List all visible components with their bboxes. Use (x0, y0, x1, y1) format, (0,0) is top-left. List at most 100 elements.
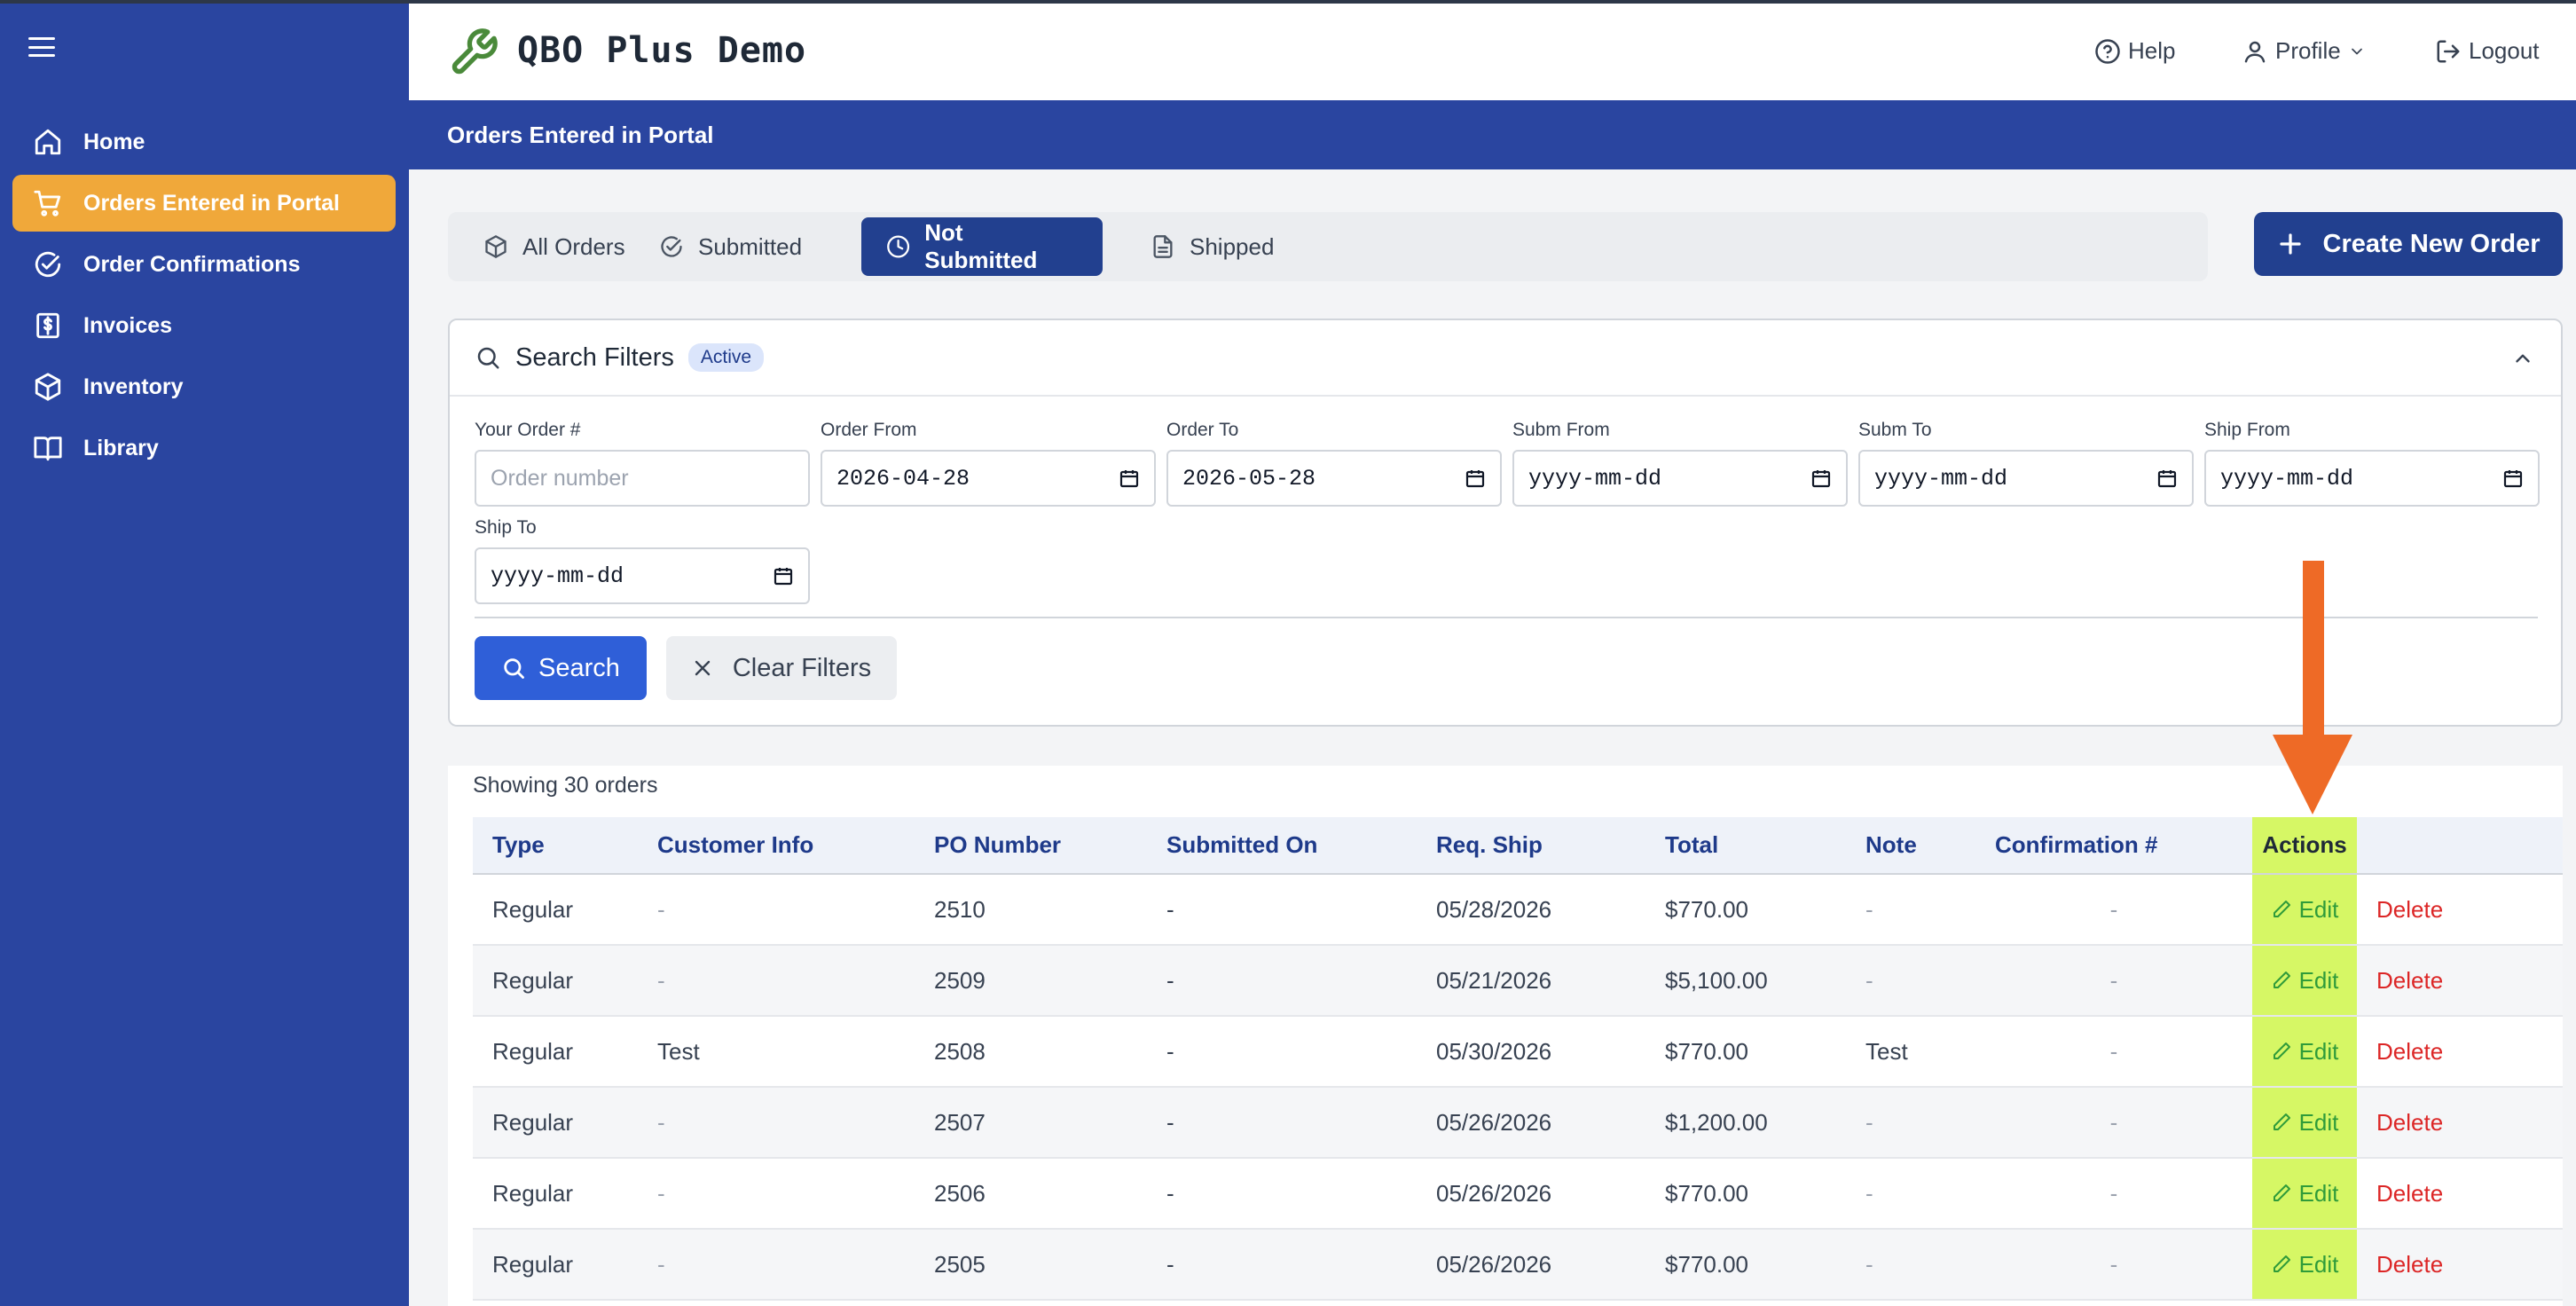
sidebar-item-inventory[interactable]: Inventory (12, 358, 396, 415)
edit-link[interactable]: Edit (2252, 1251, 2357, 1278)
edit-label: Edit (2298, 1108, 2339, 1136)
column-header[interactable]: Total (1645, 817, 1846, 875)
cell-total: $770.00 (1645, 1229, 1846, 1301)
cell-type: Regular (473, 1016, 638, 1088)
search-button[interactable]: Search (475, 636, 647, 700)
table-header-row: Type Customer Info PO Number Submitted O… (473, 817, 2563, 875)
cell-submitted: - (1147, 945, 1417, 1017)
order-to-field: Order To 2026-05-28 (1166, 420, 1502, 507)
delete-link[interactable]: Delete (2376, 966, 2444, 994)
app-title: QBO Plus Demo (517, 30, 807, 71)
cell-total: $1,200.00 (1645, 1087, 1846, 1159)
calendar-icon[interactable] (773, 565, 794, 586)
create-new-order-button[interactable]: Create New Order (2254, 212, 2563, 276)
edit-link[interactable]: Edit (2252, 1180, 2357, 1208)
edit-link[interactable]: Edit (2252, 896, 2357, 924)
calendar-icon[interactable] (1119, 468, 1140, 489)
cell-note: - (1846, 945, 1975, 1017)
edit-label: Edit (2298, 895, 2339, 923)
cell-customer: Test (638, 1016, 915, 1088)
ship-from-field: Ship From yyyy-mm-dd (2204, 420, 2540, 507)
filters-title: Search Filters (515, 342, 674, 372)
help-link[interactable]: Help (2094, 37, 2175, 65)
sidebar: Home Orders Entered in Portal Order Conf… (0, 0, 409, 1306)
results-count: Showing 30 orders (473, 773, 658, 798)
sidebar-item-label: Order Confirmations (83, 251, 301, 277)
order-from-field: Order From 2026-04-28 (821, 420, 1156, 507)
delete-link[interactable]: Delete (2376, 1179, 2444, 1207)
delete-link[interactable]: Delete (2376, 1250, 2444, 1278)
hamburger-menu-icon[interactable] (27, 34, 57, 60)
cell-customer: - (638, 1087, 915, 1159)
tab-all-orders[interactable]: All Orders (459, 217, 650, 276)
cell-type: Regular (473, 1158, 638, 1230)
cell-confirmation: - (1975, 1229, 2252, 1301)
cell-customer: - (638, 945, 915, 1017)
pencil-icon (2273, 901, 2290, 917)
subm-from-input[interactable]: yyyy-mm-dd (1512, 450, 1848, 507)
chevron-down-icon (2351, 48, 2362, 54)
column-header[interactable]: Req. Ship (1417, 817, 1645, 875)
column-header[interactable]: Note (1846, 817, 1975, 875)
cell-type: Regular (473, 1087, 638, 1159)
order-number-input[interactable]: Order number (475, 450, 810, 507)
tab-not-submitted[interactable]: Not Submitted (861, 217, 1103, 276)
edit-link[interactable]: Edit (2252, 1038, 2357, 1066)
order-from-input[interactable]: 2026-04-28 (821, 450, 1156, 507)
orders-table: Type Customer Info PO Number Submitted O… (473, 817, 2563, 1301)
cell-po: 2505 (915, 1229, 1147, 1301)
document-icon (1153, 235, 1173, 258)
ship-from-input[interactable]: yyyy-mm-dd (2204, 450, 2540, 507)
help-circle-icon (2095, 38, 2120, 64)
calendar-icon[interactable] (2502, 468, 2524, 489)
cell-submitted: - (1147, 1229, 1417, 1301)
edit-label: Edit (2298, 1179, 2339, 1207)
cell-req-ship: 05/26/2026 (1417, 1229, 1645, 1301)
column-header[interactable]: Type (473, 817, 638, 875)
sidebar-item-orders-entered[interactable]: Orders Entered in Portal (12, 175, 396, 232)
cell-po: 2510 (915, 874, 1147, 946)
cell-type: Regular (473, 1229, 638, 1301)
delete-link[interactable]: Delete (2376, 895, 2444, 923)
delete-link[interactable]: Delete (2376, 1108, 2444, 1136)
subm-to-input[interactable]: yyyy-mm-dd (1858, 450, 2194, 507)
order-from-value: 2026-04-28 (836, 465, 970, 492)
sidebar-item-invoices[interactable]: Invoices (12, 297, 396, 354)
calendar-icon[interactable] (1465, 468, 1486, 489)
column-header[interactable]: Customer Info (638, 817, 915, 875)
calendar-icon[interactable] (2156, 468, 2178, 489)
logout-link[interactable]: Logout (2435, 37, 2540, 65)
column-header[interactable]: PO Number (915, 817, 1147, 875)
home-icon (32, 126, 64, 158)
edit-link[interactable]: Edit (2252, 967, 2357, 995)
search-filters-header[interactable]: Search Filters Active (450, 320, 2561, 397)
subm-to-field: Subm To yyyy-mm-dd (1858, 420, 2194, 507)
calendar-icon[interactable] (1810, 468, 1832, 489)
cell-edit: Edit (2252, 874, 2357, 946)
clear-filters-button[interactable]: Clear Filters (666, 636, 897, 700)
cell-total: $770.00 (1645, 1016, 1846, 1088)
edit-link[interactable]: Edit (2252, 1109, 2357, 1137)
page-header: Orders Entered in Portal (409, 100, 2576, 169)
sidebar-item-home[interactable]: Home (12, 114, 396, 170)
column-header-empty (2357, 817, 2563, 875)
tab-submitted[interactable]: Submitted (634, 217, 827, 276)
cell-type: Regular (473, 945, 638, 1017)
sidebar-item-label: Invoices (83, 312, 173, 338)
create-button-label: Create New Order (2322, 229, 2541, 258)
column-header[interactable]: Submitted On (1147, 817, 1417, 875)
profile-dropdown[interactable]: Profile (2242, 37, 2366, 65)
column-header[interactable]: Confirmation # (1975, 817, 2252, 875)
delete-link[interactable]: Delete (2376, 1037, 2444, 1065)
cell-req-ship: 05/26/2026 (1417, 1087, 1645, 1159)
cell-confirmation: - (1975, 945, 2252, 1017)
chevron-up-icon[interactable] (2511, 347, 2534, 370)
ship-to-input[interactable]: yyyy-mm-dd (475, 547, 810, 604)
table-row: Regular Test 2508 - 05/30/2026 $770.00 T… (473, 1016, 2563, 1088)
sidebar-item-order-confirmations[interactable]: Order Confirmations (12, 236, 396, 293)
sidebar-item-library[interactable]: Library (12, 420, 396, 476)
order-to-input[interactable]: 2026-05-28 (1166, 450, 1502, 507)
cell-po: 2506 (915, 1158, 1147, 1230)
tab-shipped[interactable]: Shipped (1126, 217, 1299, 276)
divider (475, 617, 2538, 618)
